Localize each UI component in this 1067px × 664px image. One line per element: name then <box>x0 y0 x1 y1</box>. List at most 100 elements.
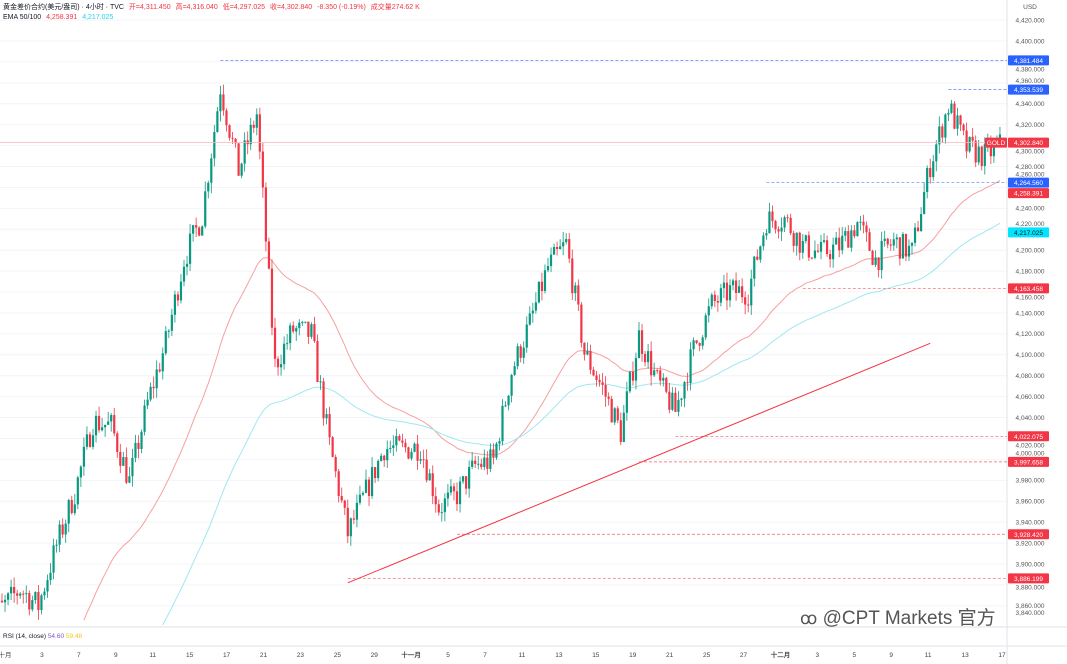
candle <box>874 250 877 267</box>
candle <box>604 376 607 407</box>
candle <box>944 113 947 144</box>
candle-body <box>143 405 146 432</box>
candle <box>935 140 938 172</box>
candle-body <box>310 324 313 337</box>
candle <box>522 341 525 364</box>
candle <box>759 245 762 263</box>
candle-body <box>440 512 443 514</box>
candle <box>176 291 180 307</box>
candle-body <box>243 140 246 164</box>
candle-body <box>101 427 104 431</box>
candle <box>589 344 592 375</box>
candle <box>571 249 574 300</box>
candle-body <box>552 246 556 255</box>
candle <box>61 518 64 539</box>
candle <box>119 443 122 474</box>
candle <box>374 466 377 483</box>
candle-body <box>355 502 358 520</box>
close-value: 收=4,302.840 <box>269 4 313 11</box>
candle <box>953 101 956 130</box>
candle <box>659 365 662 386</box>
candle <box>273 317 277 368</box>
candle <box>137 435 140 459</box>
price-tick-label: 4,320.000 <box>1016 122 1045 129</box>
candle <box>565 233 568 245</box>
candle <box>113 407 116 437</box>
candle-body <box>22 593 25 595</box>
time-tick-label: 5 <box>852 652 856 659</box>
level-tag-text: 3,928.420 <box>1014 532 1043 539</box>
last-price-tag-bg <box>1008 137 1049 148</box>
ema-label[interactable]: EMA 50/100 <box>3 14 42 21</box>
candle-body <box>625 391 628 413</box>
candle-body <box>938 126 941 145</box>
candle-body <box>546 265 550 271</box>
candle <box>131 448 134 487</box>
symbol-tag-text: GOLD <box>987 140 1006 147</box>
price-tick-label: 3,900.000 <box>1016 561 1045 568</box>
candle-body <box>252 124 255 128</box>
level-tag: 4,022.075 <box>1008 431 1049 442</box>
candle-body <box>889 244 892 246</box>
candle <box>6 592 10 606</box>
time-tick-label: 7 <box>77 652 81 659</box>
candle <box>231 132 234 144</box>
candle <box>562 231 565 256</box>
weibo-icon: ꝏ <box>800 609 818 628</box>
level-tag-bg <box>1008 529 1049 540</box>
candle <box>889 239 892 251</box>
candle-body <box>76 477 79 505</box>
candle-body <box>537 281 540 303</box>
candle-body <box>750 278 753 306</box>
price-tick-label: 4,420.000 <box>1016 17 1045 24</box>
candle-body <box>301 322 304 324</box>
candle <box>610 395 613 423</box>
candle-body <box>486 457 489 469</box>
candle <box>31 595 34 612</box>
candle <box>416 434 419 470</box>
candle-body <box>480 463 483 468</box>
candle-body <box>185 263 189 267</box>
candle <box>283 336 286 370</box>
candle-body <box>43 591 46 596</box>
candle <box>680 397 683 407</box>
ema-tag: 4,217.025 <box>1008 227 1049 238</box>
candle <box>325 408 328 425</box>
candle <box>386 440 389 468</box>
candle-body <box>267 241 271 269</box>
candle-body <box>674 392 677 412</box>
candle-body <box>61 524 64 535</box>
candle-body <box>404 442 407 448</box>
candle <box>801 233 804 259</box>
candle <box>237 143 240 176</box>
candle-body <box>926 167 929 192</box>
symbol-title[interactable]: 黄金差价合约(美元/盎司) · 4小时 · TVC <box>3 4 124 11</box>
candle-body <box>374 467 377 479</box>
candle <box>580 301 583 348</box>
candle <box>13 577 16 603</box>
ema-tag-text: 4,258.391 <box>1014 191 1043 198</box>
candle <box>85 426 89 450</box>
rsi-label[interactable]: RSI (14, close) <box>3 633 46 640</box>
candle-body <box>380 455 383 461</box>
candle-body <box>483 457 486 468</box>
candle-body <box>246 140 249 145</box>
price-tick-label: 4,080.000 <box>1016 373 1045 380</box>
candle <box>249 117 252 151</box>
candle-body <box>619 420 622 442</box>
candle <box>892 232 895 251</box>
candle-body <box>668 391 671 410</box>
candle <box>201 225 204 236</box>
trendline <box>347 342 931 584</box>
candle-body <box>207 182 210 192</box>
candle <box>22 590 25 604</box>
candle-body <box>616 408 619 421</box>
candle-body <box>210 158 213 183</box>
candle <box>489 443 492 473</box>
candle <box>304 321 307 324</box>
time-tick-label: 3 <box>40 652 44 659</box>
candle-body <box>901 233 904 259</box>
candle <box>747 294 750 313</box>
candle-body <box>85 434 89 447</box>
